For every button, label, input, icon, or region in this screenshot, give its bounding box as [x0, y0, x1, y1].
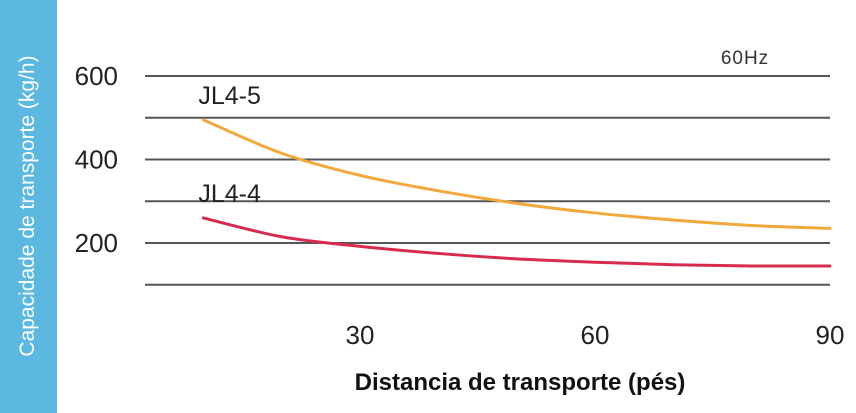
x-tick-label: 90	[816, 320, 845, 350]
y-tick-label: 600	[75, 61, 118, 91]
series-lines	[201, 118, 832, 268]
series-line-jl4-4	[201, 216, 832, 268]
x-tick-label: 60	[581, 320, 610, 350]
series-label-jl4-5: JL4-5	[198, 82, 261, 110]
x-ticks: 30 60 90	[346, 320, 845, 350]
y-axis-label-panel: Capacidade de transporte (kg/h)	[0, 0, 57, 413]
y-tick-label: 200	[75, 228, 118, 258]
series-labels: JL4-5 JL4-4	[198, 82, 261, 208]
y-ticks: 200 400 600	[75, 61, 118, 258]
frequency-annotation: 60Hz	[721, 48, 769, 69]
series-line-jl4-5	[201, 118, 832, 230]
grid	[145, 75, 830, 286]
x-axis-label: Distancia de transporte (pés)	[355, 369, 686, 396]
x-tick-label: 30	[346, 320, 375, 350]
series-label-jl4-4: JL4-4	[198, 180, 261, 208]
y-tick-label: 400	[75, 145, 118, 175]
